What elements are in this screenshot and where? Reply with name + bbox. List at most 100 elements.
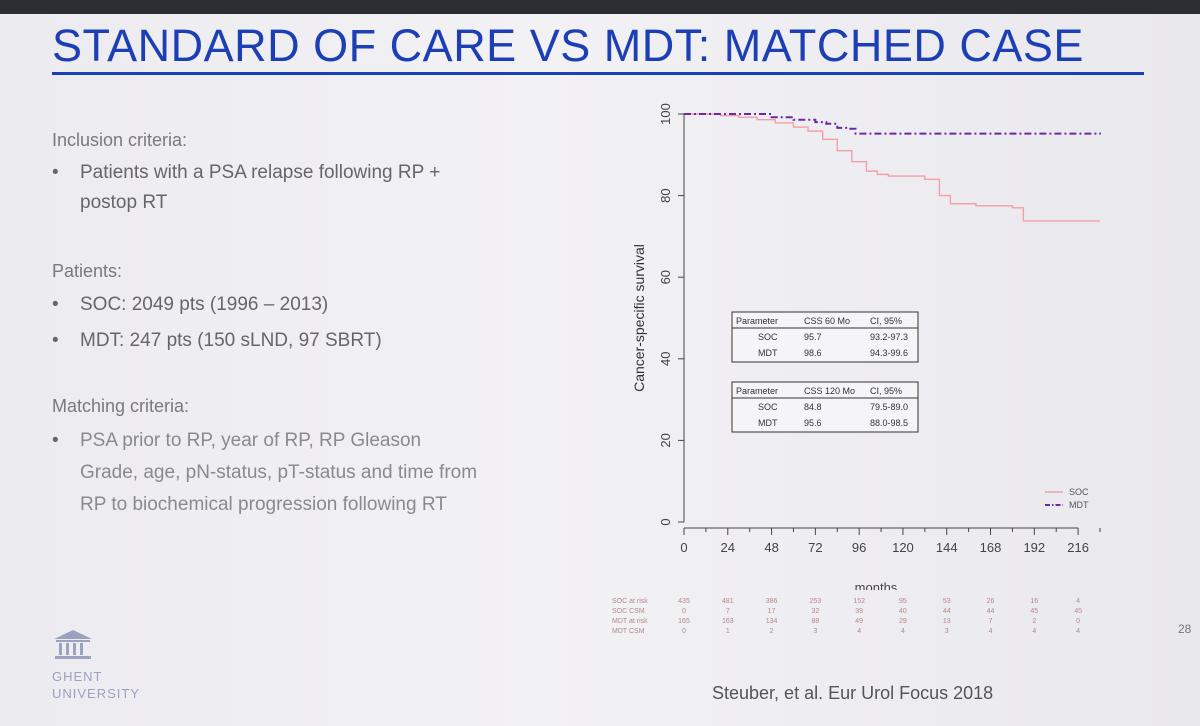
y-tick-label: 20 bbox=[658, 433, 673, 447]
inset-table-cell: MDT bbox=[758, 348, 778, 358]
y-tick-label: 100 bbox=[658, 103, 673, 125]
risk-table-cell: 3 bbox=[944, 628, 949, 635]
x-tick-label: 192 bbox=[1023, 540, 1045, 555]
risk-table-cell: 45 bbox=[1074, 608, 1082, 615]
risk-table-cell: 4 bbox=[1076, 628, 1081, 635]
inset-table-cell: 93.2-97.3 bbox=[870, 332, 908, 342]
logo-line-1: GHENT bbox=[52, 669, 103, 684]
inset-table-header: CI, 95% bbox=[870, 316, 902, 326]
x-tick-label: 216 bbox=[1067, 540, 1089, 555]
citation: Steuber, et al. Eur Urol Focus 2018 bbox=[712, 683, 994, 703]
risk-table-cell: 44 bbox=[986, 608, 995, 615]
title-underline bbox=[52, 72, 1144, 75]
x-tick-label: 72 bbox=[808, 540, 822, 555]
x-tick-label: 168 bbox=[980, 540, 1002, 555]
risk-table-cell: 49 bbox=[855, 618, 864, 625]
x-tick-label: 120 bbox=[892, 540, 914, 555]
risk-table-cell: 40 bbox=[899, 608, 907, 615]
risk-table-cell: 435 bbox=[678, 598, 690, 605]
university-name: GHENT UNIVERSITY bbox=[52, 668, 140, 702]
x-axis-label: months bbox=[855, 580, 898, 590]
series-mdt-line bbox=[684, 113, 1101, 135]
patients-heading: Patients: bbox=[52, 261, 123, 281]
legend-label-soc: SOC bbox=[1069, 487, 1089, 497]
x-tick-label: 48 bbox=[764, 540, 778, 555]
matching-heading: Matching criteria: bbox=[52, 396, 190, 416]
risk-table-cell: 1 bbox=[725, 628, 730, 635]
y-tick-label: 80 bbox=[658, 188, 673, 202]
inclusion-text-1: Patients with a PSA relapse following RP… bbox=[80, 162, 441, 183]
inset-table-header: Parameter bbox=[736, 316, 778, 326]
series-soc-line bbox=[684, 113, 1100, 222]
bullet-dot: • bbox=[52, 430, 59, 451]
risk-table-cell: 29 bbox=[899, 618, 907, 625]
page-number: 28 bbox=[1178, 622, 1192, 636]
inset-table-cell: 84.8 bbox=[804, 402, 822, 412]
patients-mdt: MDT: 247 pts (150 sLND, 97 SBRT) bbox=[80, 330, 382, 351]
risk-table-cell: 253 bbox=[809, 598, 822, 605]
risk-table-cell: 16 bbox=[1030, 598, 1039, 605]
risk-table-cell: 26 bbox=[986, 598, 995, 605]
risk-table-cell: 39 bbox=[855, 608, 864, 615]
risk-table-cell: 4 bbox=[988, 628, 993, 635]
risk-table-cell: 4 bbox=[1032, 628, 1037, 635]
risk-table-cell: 2 bbox=[1032, 618, 1037, 625]
risk-table-cell: 134 bbox=[765, 618, 778, 625]
risk-table-cell: 7 bbox=[725, 608, 730, 615]
inset-table-cell: 95.6 bbox=[804, 418, 822, 428]
risk-table-cell: 165 bbox=[678, 618, 690, 625]
risk-table-cell: 0 bbox=[1076, 618, 1081, 625]
risk-table-cell: 53 bbox=[942, 598, 951, 605]
inset-table-cell: MDT bbox=[758, 418, 778, 428]
risk-table-cell: 0 bbox=[682, 608, 686, 615]
bullet-dot: • bbox=[52, 330, 59, 351]
bullet-dot: • bbox=[52, 162, 59, 183]
risk-table-row-label: MDT CSM bbox=[612, 628, 645, 635]
y-tick-label: 0 bbox=[658, 518, 673, 525]
matching-text-2: Grade, age, pN-status, pT-status and tim… bbox=[80, 462, 478, 483]
risk-table-cell: 44 bbox=[942, 608, 951, 615]
inclusion-heading: Inclusion criteria: bbox=[52, 130, 188, 150]
risk-table-row-label: SOC CSM bbox=[612, 608, 645, 615]
top-bar bbox=[0, 0, 1200, 14]
y-tick-label: 60 bbox=[658, 270, 673, 284]
risk-table-cell: 481 bbox=[721, 598, 734, 605]
risk-table-cell: 17 bbox=[767, 608, 776, 615]
risk-table-cell: 163 bbox=[721, 618, 734, 625]
inset-table-header: CSS 120 Mo bbox=[804, 386, 855, 396]
inset-table-1 bbox=[731, 311, 919, 363]
x-tick-label: 96 bbox=[852, 540, 866, 555]
risk-table-cell: 45 bbox=[1030, 608, 1039, 615]
logo-line-2: UNIVERSITY bbox=[52, 686, 141, 701]
risk-table-cell: 0 bbox=[682, 628, 686, 635]
x-tick-label: 0 bbox=[680, 540, 687, 555]
risk-table-cell: 386 bbox=[765, 598, 778, 605]
inset-table-cell: 79.5-89.0 bbox=[870, 402, 908, 412]
risk-table-row-label: SOC at risk bbox=[612, 598, 648, 605]
risk-table-cell: 32 bbox=[811, 608, 820, 615]
y-tick-label: 40 bbox=[658, 352, 673, 366]
risk-table-cell: 2 bbox=[769, 628, 774, 635]
inclusion-text-2: postop RT bbox=[80, 192, 168, 213]
patients-soc: SOC: 2049 pts (1996 – 2013) bbox=[80, 294, 329, 315]
matching-text-1: PSA prior to RP, year of RP, RP Gleason bbox=[80, 430, 422, 451]
legend-label-mdt: MDT bbox=[1069, 500, 1089, 510]
inset-table-cell: SOC bbox=[758, 332, 778, 342]
risk-table-cell: 4 bbox=[857, 628, 862, 635]
y-axis-label: Cancer-specific survival bbox=[631, 244, 647, 392]
risk-table-row-label: MDT at risk bbox=[612, 618, 648, 625]
risk-table-cell: 4 bbox=[900, 628, 905, 635]
risk-table-cell: 3 bbox=[813, 628, 818, 635]
survival-chart: 0 20 40 60 80 100 0 24 48 72 96 120 144 168 192 216 Canc… bbox=[631, 103, 1101, 590]
x-tick-label: 144 bbox=[936, 540, 958, 555]
matching-text-3: RP to biochemical progression following … bbox=[80, 494, 447, 515]
risk-table-cell: 88 bbox=[811, 618, 820, 625]
inset-table-header: CSS 60 Mo bbox=[804, 316, 850, 326]
risk-table-cell: 4 bbox=[1076, 598, 1081, 605]
risk-table-cell: 7 bbox=[988, 618, 993, 625]
inset-table-cell: 95.7 bbox=[804, 332, 822, 342]
inset-table-header: CI, 95% bbox=[870, 386, 902, 396]
risk-table-cell: 152 bbox=[853, 598, 865, 605]
x-tick-label: 24 bbox=[721, 540, 735, 555]
inset-table-cell: 88.0-98.5 bbox=[870, 418, 908, 428]
